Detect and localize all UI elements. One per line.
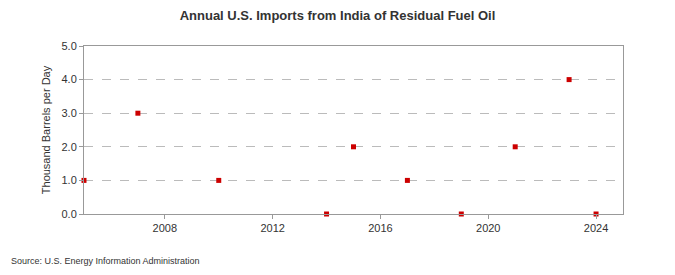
svg-text:5.0: 5.0: [62, 40, 77, 52]
svg-text:2008: 2008: [153, 222, 177, 234]
svg-text:2024: 2024: [584, 222, 608, 234]
svg-text:2012: 2012: [260, 222, 284, 234]
svg-text:Source: U.S. Energy Informatio: Source: U.S. Energy Information Administ…: [11, 256, 200, 266]
svg-text:Thousand Barrels per Day: Thousand Barrels per Day: [40, 65, 52, 194]
svg-text:0.0: 0.0: [62, 208, 77, 220]
svg-text:Annual U.S. Imports from India: Annual U.S. Imports from India of Residu…: [180, 8, 496, 23]
svg-text:2016: 2016: [368, 222, 392, 234]
svg-text:3.0: 3.0: [62, 107, 77, 119]
svg-text:2020: 2020: [476, 222, 500, 234]
svg-text:1.0: 1.0: [62, 174, 77, 186]
svg-text:2.0: 2.0: [62, 141, 77, 153]
svg-text:4.0: 4.0: [62, 73, 77, 85]
